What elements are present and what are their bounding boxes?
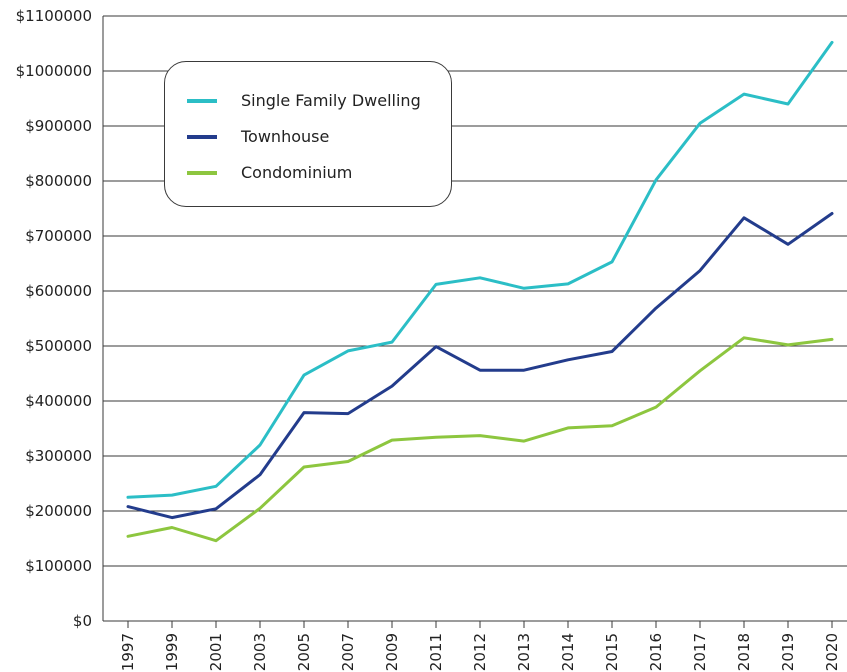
x-tick-label: 2019 <box>779 633 797 671</box>
x-tick-label: 2007 <box>339 633 357 671</box>
y-tick-label: $800000 <box>25 172 92 190</box>
y-tick-label: $500000 <box>25 337 92 355</box>
y-tick-labels: $0 $100000 $200000 $300000 $400000 $500000 $60… <box>16 7 92 630</box>
y-tick-label: $0 <box>73 612 92 630</box>
y-tick-label: $200000 <box>25 502 92 520</box>
legend: Single Family Dwelling Townhouse Condomi… <box>164 61 452 207</box>
series-line-2 <box>126 212 834 520</box>
x-tick-label: 2003 <box>251 633 269 671</box>
x-tick-label: 2009 <box>383 633 401 671</box>
y-tick-label: $300000 <box>25 447 92 465</box>
legend-label-single-family: Single Family Dwelling <box>241 91 421 110</box>
x-tick-label: 2020 <box>823 633 841 671</box>
legend-swatch-single-family <box>187 99 217 103</box>
x-tick-label: 1997 <box>119 633 137 671</box>
x-tick-label: 2011 <box>427 633 445 671</box>
legend-swatch-townhouse <box>187 135 217 139</box>
x-tick-label: 2018 <box>735 633 753 671</box>
y-tick-label: $600000 <box>25 282 92 300</box>
x-tick-labels: 1997 1999 2001 2003 2005 2007 2009 2011 2012 2013… <box>119 633 841 671</box>
grid-lines <box>103 15 847 567</box>
y-tick-label: $100000 <box>25 557 92 575</box>
legend-swatch-condominium <box>187 171 217 175</box>
y-tick-label: $1100000 <box>16 7 92 25</box>
y-tick-label: $700000 <box>25 227 92 245</box>
y-tick-label: $1000000 <box>16 62 92 80</box>
y-tick-label: $400000 <box>25 392 92 410</box>
x-tick-label: 2017 <box>691 633 709 671</box>
series-line-3 <box>126 336 834 543</box>
x-tick-label: 2001 <box>207 633 225 671</box>
x-tick-label: 1999 <box>163 633 181 671</box>
series-line-1 <box>126 40 834 499</box>
x-tick-label: 2005 <box>295 633 313 671</box>
x-tick-label: 2012 <box>471 633 489 671</box>
x-tick-label: 2013 <box>515 633 533 671</box>
y-tick-label: $900000 <box>25 117 92 135</box>
axes <box>102 16 847 628</box>
legend-label-townhouse: Townhouse <box>241 127 330 146</box>
legend-label-condominium: Condominium <box>241 163 353 182</box>
x-tick-label: 2015 <box>603 633 621 671</box>
x-tick-label: 2014 <box>559 633 577 671</box>
x-tick-label: 2016 <box>647 633 665 671</box>
series-lines <box>126 40 834 543</box>
